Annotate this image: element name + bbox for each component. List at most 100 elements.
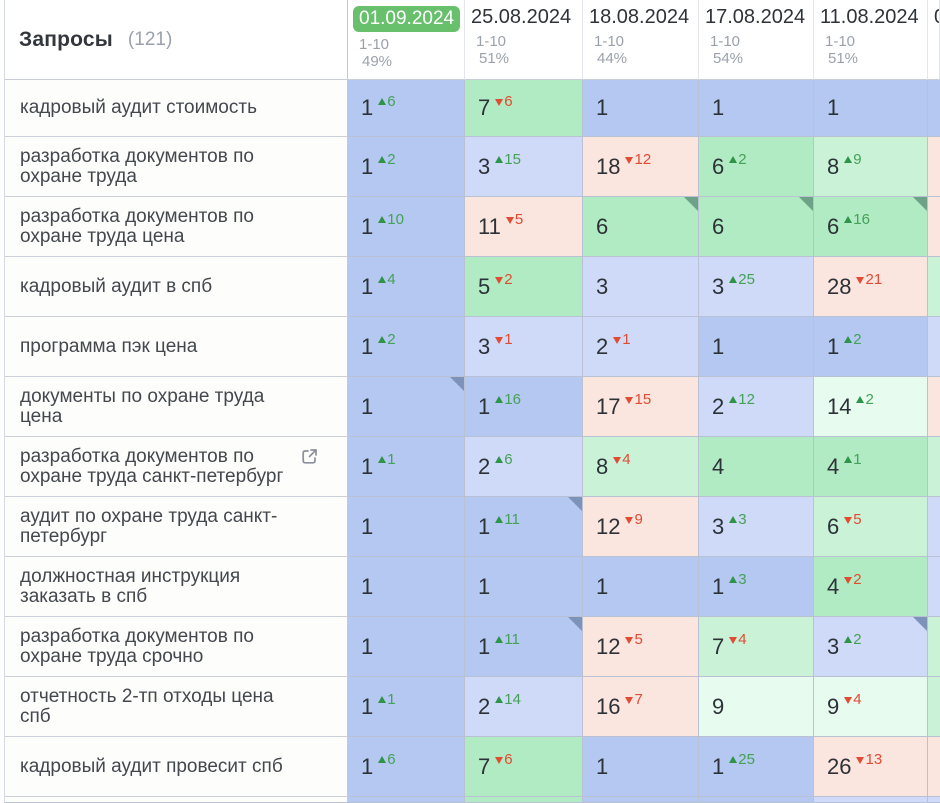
partial-column-cell: [928, 437, 940, 497]
delta-up-icon: [378, 216, 387, 223]
query-cell[interactable]: разработка документов по охране труда ср…: [5, 617, 348, 677]
position-cell[interactable]: 1 11: [465, 497, 583, 557]
query-cell[interactable]: отчетность 2-тп отходы цена спб: [5, 677, 348, 737]
position-cell[interactable]: 1 11: [465, 617, 583, 677]
position-cell[interactable]: 28 21: [814, 257, 928, 317]
date-column-header[interactable]: 01.09.2024 1-10 49%: [348, 0, 465, 80]
position-cell[interactable]: 1: [348, 557, 465, 617]
position-cell[interactable]: 1: [465, 557, 583, 617]
delta-value: 4: [738, 631, 747, 648]
position-cell[interactable]: 1: [699, 80, 814, 137]
position-cell[interactable]: 1: [699, 317, 814, 377]
delta-up-icon: [495, 696, 504, 703]
date-column-header[interactable]: 0: [928, 0, 940, 80]
position-cell[interactable]: 1: [348, 617, 465, 677]
position-cell[interactable]: 1: [348, 377, 465, 437]
query-cell[interactable]: кадровый аудит стоимость: [5, 80, 348, 137]
query-count: (121): [127, 28, 173, 50]
position-value: 1: [827, 95, 840, 120]
position-value: 2: [478, 693, 491, 719]
date-column-header[interactable]: 18.08.2024 1-10 44%: [583, 0, 699, 80]
position-cell[interactable]: 26 13: [814, 737, 928, 797]
query-cell[interactable]: разработка документов по охране труда: [5, 137, 348, 197]
date-column-header[interactable]: 11.08.2024 1-10 51%: [814, 0, 928, 80]
date-column-header[interactable]: 17.08.2024 1-10 54%: [699, 0, 814, 80]
position-cell[interactable]: 9: [699, 677, 814, 737]
position-value: 1: [827, 333, 840, 359]
query-cell[interactable]: аудит по охране труда санкт-петербург: [5, 497, 348, 557]
position-cell[interactable]: 1: [348, 497, 465, 557]
query-cell[interactable]: разработка документов по охране труда це…: [5, 197, 348, 257]
position-delta: 4: [613, 451, 631, 468]
position-delta: 1: [378, 451, 396, 468]
position-delta: 2: [378, 331, 396, 348]
position-cell[interactable]: 16 7: [583, 677, 699, 737]
position-cell[interactable]: 6: [583, 197, 699, 257]
position-cell[interactable]: 3: [583, 257, 699, 317]
position-delta: 9: [844, 151, 862, 168]
query-cell[interactable]: разработка документов по охране труда са…: [5, 437, 348, 497]
query-cell[interactable]: кадровый аудит провесит спб: [5, 737, 348, 797]
position-delta: 9: [625, 511, 643, 528]
query-cell[interactable]: программа пэк цена: [5, 317, 348, 377]
position-cell[interactable]: 3 25: [699, 257, 814, 317]
position-delta: 2: [495, 271, 513, 288]
date-column-header[interactable]: 25.08.2024 1-10 51%: [465, 0, 583, 80]
position-cell[interactable]: 1: [583, 557, 699, 617]
position-cell[interactable]: 1: [814, 80, 928, 137]
position-cell[interactable]: 3 15: [465, 137, 583, 197]
position-cell[interactable]: 6 16: [814, 197, 928, 257]
position-cell[interactable]: 17 15: [583, 377, 699, 437]
query-cell[interactable]: должностная инструкция заказать в спб: [5, 557, 348, 617]
position-value: 3: [478, 153, 491, 179]
position-cell[interactable]: 1 16: [465, 377, 583, 437]
delta-down-icon: [625, 517, 634, 524]
query-cell[interactable]: документы по охране труда цена: [5, 377, 348, 437]
position-value: 11: [478, 213, 501, 239]
position-cell[interactable]: 12 9: [583, 497, 699, 557]
position-cell[interactable]: 18 12: [583, 137, 699, 197]
position-cell[interactable]: 6: [699, 197, 814, 257]
position-cell[interactable]: 4: [699, 437, 814, 497]
position-cell[interactable]: 1: [583, 737, 699, 797]
position-cell[interactable]: 14 2: [814, 377, 928, 437]
position-value: 9: [712, 693, 725, 719]
position-cell[interactable]: 2 14: [465, 677, 583, 737]
position-cell[interactable]: 1 10: [348, 197, 465, 257]
position-cell[interactable]: 11 5: [465, 197, 583, 257]
position-cell[interactable]: 1: [583, 80, 699, 137]
position-cell[interactable]: 2 12: [699, 377, 814, 437]
position-value: 1: [596, 95, 609, 120]
external-link-icon[interactable]: [299, 446, 320, 472]
query-cell[interactable]: кадровый аудит в спб: [5, 257, 348, 317]
delta-value: 25: [738, 271, 755, 288]
partial-row-cell: [465, 797, 583, 803]
